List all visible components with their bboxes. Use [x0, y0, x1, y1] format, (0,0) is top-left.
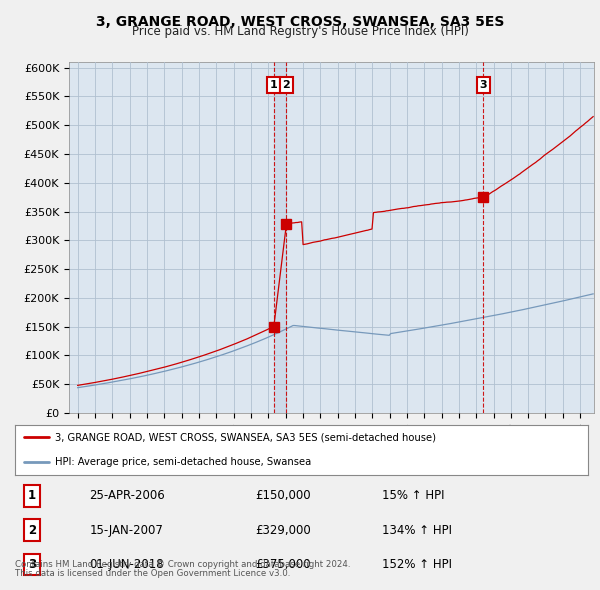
Text: Price paid vs. HM Land Registry's House Price Index (HPI): Price paid vs. HM Land Registry's House … [131, 25, 469, 38]
Text: 152% ↑ HPI: 152% ↑ HPI [382, 558, 452, 571]
Text: 1: 1 [270, 80, 278, 90]
Text: £150,000: £150,000 [256, 489, 311, 503]
Text: 01-JUN-2018: 01-JUN-2018 [89, 558, 164, 571]
Text: 15-JAN-2007: 15-JAN-2007 [89, 523, 163, 537]
Text: 3, GRANGE ROAD, WEST CROSS, SWANSEA, SA3 5ES (semi-detached house): 3, GRANGE ROAD, WEST CROSS, SWANSEA, SA3… [55, 432, 436, 442]
Text: 2: 2 [283, 80, 290, 90]
Text: HPI: Average price, semi-detached house, Swansea: HPI: Average price, semi-detached house,… [55, 457, 311, 467]
Text: £329,000: £329,000 [256, 523, 311, 537]
Text: Contains HM Land Registry data © Crown copyright and database right 2024.: Contains HM Land Registry data © Crown c… [15, 560, 350, 569]
Text: 2: 2 [28, 523, 36, 537]
Text: This data is licensed under the Open Government Licence v3.0.: This data is licensed under the Open Gov… [15, 569, 290, 578]
Text: 3, GRANGE ROAD, WEST CROSS, SWANSEA, SA3 5ES: 3, GRANGE ROAD, WEST CROSS, SWANSEA, SA3… [96, 15, 504, 29]
Text: £375,000: £375,000 [256, 558, 311, 571]
Text: 3: 3 [479, 80, 487, 90]
Bar [274, 62, 286, 413]
Text: 3: 3 [28, 558, 36, 571]
Text: 134% ↑ HPI: 134% ↑ HPI [382, 523, 452, 537]
Text: 25-APR-2006: 25-APR-2006 [89, 489, 165, 503]
Text: 1: 1 [28, 489, 36, 503]
Text: 15% ↑ HPI: 15% ↑ HPI [382, 489, 444, 503]
